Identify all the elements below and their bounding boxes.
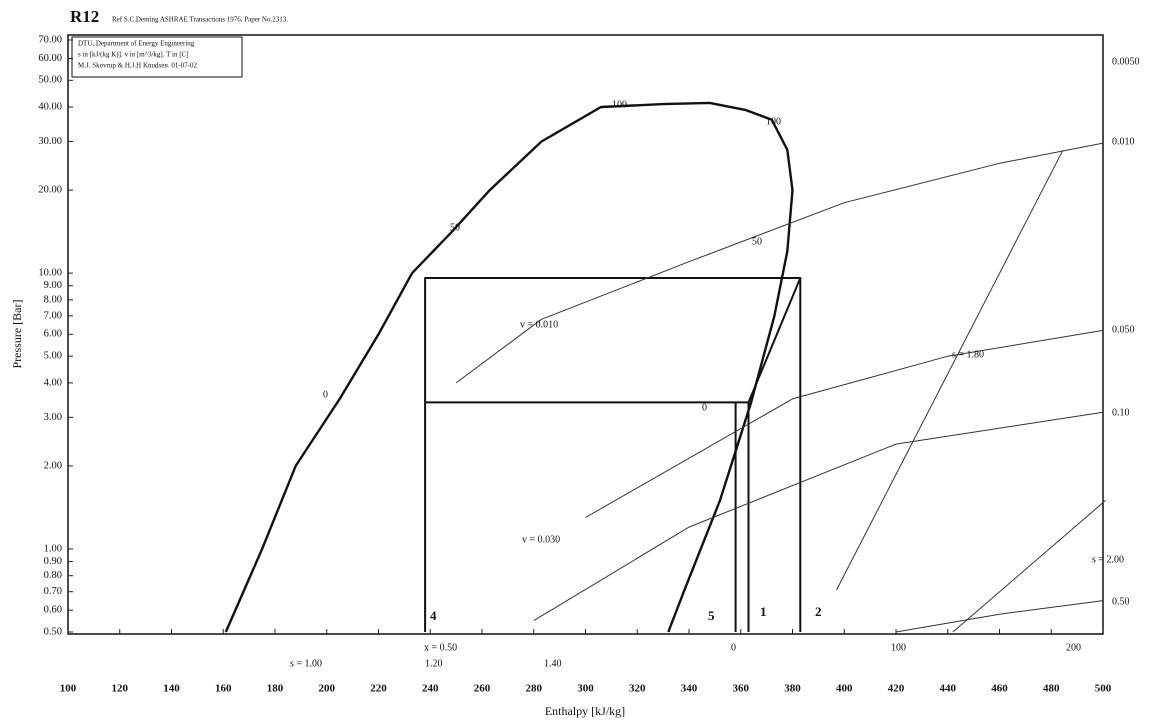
x-tick-label: 440 — [940, 683, 957, 695]
annotation: 0.050 — [1112, 324, 1135, 335]
annotation: 4 — [430, 608, 437, 623]
annotation: Ref S.C.Deming ASHRAE Transactions 1976,… — [112, 16, 288, 24]
annotation: 2 — [815, 604, 822, 619]
y-tick-label: 0.80 — [44, 570, 62, 581]
annotation: v = 0.010 — [520, 319, 558, 330]
y-tick-label: 40.00 — [38, 101, 62, 112]
annotation: 0 — [702, 402, 707, 413]
x-tick-label: 500 — [1095, 683, 1112, 695]
y-tick-label: 5.00 — [44, 351, 62, 362]
x-tick-label: 120 — [112, 683, 129, 695]
curve — [837, 150, 1063, 590]
annotation: 0.10 — [1112, 407, 1130, 418]
annotation: DTU, Department of Energy Engineering — [78, 40, 195, 48]
curve — [425, 278, 800, 402]
annotation: s = 1.80 — [952, 349, 984, 360]
annotation: 0 — [731, 642, 736, 653]
annotation: 100 — [612, 99, 627, 110]
y-tick-label: 70.00 — [38, 34, 62, 45]
annotation: 1.40 — [544, 658, 562, 669]
annotation: 0.010 — [1112, 136, 1135, 147]
annotation: 0.50 — [1112, 596, 1130, 607]
y-tick-label: 7.00 — [44, 310, 62, 321]
x-tick-label: 340 — [681, 683, 698, 695]
annotation: s = 1.00 — [290, 658, 322, 669]
y-tick-label: 6.00 — [44, 329, 62, 340]
annotation: 50 — [752, 236, 762, 247]
curve — [896, 601, 1103, 632]
annotation: 1 — [760, 604, 767, 619]
y-tick-label: 1.00 — [44, 543, 62, 554]
x-tick-label: 400 — [836, 683, 853, 695]
y-tick-label: 0.90 — [44, 556, 62, 567]
x-tick-label: 380 — [784, 683, 801, 695]
annotation: 5 — [708, 608, 715, 623]
y-axis-label: Pressure [Bar] — [10, 300, 24, 369]
page: {"chart_data": { "type": "line", "title"… — [0, 0, 1151, 721]
x-tick-label: 280 — [526, 683, 543, 695]
x-tick-label: 320 — [629, 683, 646, 695]
annotation: s = 2.00 — [1092, 554, 1124, 565]
annotation: 200 — [1066, 642, 1081, 653]
y-tick-label: 2.00 — [44, 460, 62, 471]
y-tick-label: 20.00 — [38, 184, 62, 195]
y-tick-label: 0.60 — [44, 605, 62, 616]
curve — [226, 103, 793, 632]
y-tick-label: 8.00 — [44, 294, 62, 305]
x-tick-label: 460 — [991, 683, 1008, 695]
curve — [534, 412, 1103, 620]
annotation: 0.0050 — [1112, 56, 1140, 67]
curve — [953, 500, 1106, 632]
annotation: x = 0.50 — [424, 642, 457, 653]
y-tick-label: 10.00 — [38, 268, 62, 279]
y-tick-label: 0.50 — [44, 626, 62, 637]
x-axis-label: Enthalpy [kJ/kg] — [545, 704, 625, 718]
x-tick-label: 220 — [370, 683, 387, 695]
annotation: 0 — [323, 389, 328, 400]
x-tick-label: 300 — [577, 683, 594, 695]
y-tick-label: 30.00 — [38, 136, 62, 147]
plot-frame — [68, 35, 1103, 634]
x-tick-label: 180 — [267, 683, 284, 695]
x-tick-label: 480 — [1043, 683, 1060, 695]
y-tick-label: 4.00 — [44, 377, 62, 388]
chart-title: R12 — [70, 7, 99, 26]
x-tick-label: 140 — [163, 683, 180, 695]
x-tick-label: 420 — [888, 683, 905, 695]
chart: R12 Enthalpy [kJ/kg] Pressure [Bar] 0.50… — [0, 0, 1151, 721]
y-tick-label: 60.00 — [38, 53, 62, 64]
annotation: 50 — [450, 222, 460, 233]
y-tick-label: 3.00 — [44, 412, 62, 423]
annotation: 100 — [766, 116, 781, 127]
x-tick-label: 240 — [422, 683, 439, 695]
annotation: 1.20 — [425, 658, 443, 669]
x-tick-label: 360 — [733, 683, 750, 695]
annotation: M.J. Skovrup & H.J.H Knudsen. 01-07-02 — [78, 62, 198, 70]
annotation: 100 — [891, 642, 906, 653]
y-tick-label: 50.00 — [38, 75, 62, 86]
x-tick-label: 160 — [215, 683, 232, 695]
x-tick-label: 200 — [319, 683, 336, 695]
annotation: s in [kJ/(kg K)]. v in [m^3/kg]. T in [C… — [78, 51, 189, 59]
x-tick-label: 100 — [60, 683, 77, 695]
y-tick-label: 9.00 — [44, 280, 62, 291]
annotation: v = 0.030 — [522, 534, 560, 545]
y-tick-label: 0.70 — [44, 586, 62, 597]
x-tick-label: 260 — [474, 683, 491, 695]
